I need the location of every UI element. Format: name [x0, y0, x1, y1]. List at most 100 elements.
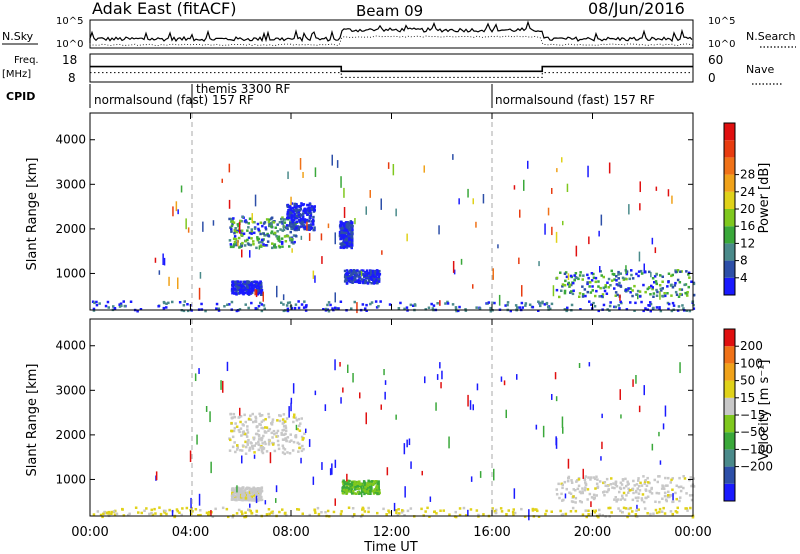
echo-cell: [259, 437, 263, 440]
y-tick-label: 1000: [55, 266, 86, 280]
echo-cell: [671, 273, 674, 277]
echo-cell: [285, 304, 289, 307]
echo-cell: [686, 291, 689, 294]
echo-cell: [567, 273, 570, 280]
echo-cell: [572, 495, 575, 498]
echo-cell: [603, 490, 606, 493]
y-tick-label: 3000: [55, 177, 86, 191]
echo-cell: [622, 506, 626, 510]
echo-cell: [244, 291, 247, 295]
echo-cell: [270, 225, 273, 229]
echo-cell: [542, 425, 545, 438]
echo-cell: [257, 228, 261, 232]
echo-cell: [690, 484, 693, 488]
echo-cell: [273, 231, 277, 235]
echo-cell: [617, 284, 620, 287]
echo-cell: [403, 514, 406, 517]
echo-cell: [118, 305, 122, 308]
echo-cell: [240, 233, 243, 237]
echo-cell: [286, 210, 290, 214]
echo-cell: [613, 287, 616, 290]
echo-cell: [633, 484, 636, 487]
echo-cell: [246, 428, 249, 431]
echo-cell: [375, 486, 378, 490]
echo-cell: [260, 293, 263, 296]
echo-cell: [261, 442, 264, 445]
echo-cell: [520, 301, 524, 305]
echo-cell: [234, 281, 237, 284]
echo-cell: [670, 309, 674, 313]
echo-cell: [336, 160, 339, 168]
echo-cell: [237, 281, 241, 285]
echo-cell: [355, 492, 358, 495]
echo-cell: [342, 226, 346, 229]
echo-cell: [285, 224, 289, 227]
echo-cell: [270, 431, 273, 435]
echo-cell: [687, 273, 690, 276]
echo-cell: [239, 487, 243, 490]
echo-cell: [256, 493, 260, 497]
echo-cell: [280, 433, 283, 436]
freq-trace: [90, 65, 693, 78]
echo-cell: [364, 307, 367, 310]
echo-cell: [608, 304, 612, 308]
echo-cell: [362, 269, 365, 272]
echo-cell: [345, 484, 349, 488]
echo-cell: [259, 301, 262, 305]
echo-cell: [250, 228, 253, 231]
echo-cell: [247, 226, 250, 229]
echo-cell: [664, 405, 667, 417]
echo-cell: [576, 479, 579, 482]
echo-cell: [563, 272, 567, 275]
echo-cell: [615, 485, 619, 488]
echo-cell: [634, 513, 638, 516]
echo-cell: [642, 475, 645, 478]
echo-cell: [637, 492, 641, 495]
echo-cell: [350, 483, 354, 487]
echo-cell: [344, 227, 347, 230]
echo-cell: [250, 282, 254, 286]
echo-cell: [293, 240, 296, 244]
echo-cell: [353, 269, 356, 272]
echo-cell: [644, 307, 647, 310]
echo-cell: [298, 424, 301, 428]
echo-cell: [282, 413, 286, 416]
echo-cell: [250, 499, 253, 502]
echo-cell: [561, 483, 564, 487]
echo-cell: [205, 406, 208, 412]
echo-cell: [671, 512, 674, 516]
echo-cell: [631, 510, 634, 513]
echo-cell: [228, 217, 231, 221]
echo-cell: [316, 506, 320, 510]
echo-cell: [631, 277, 635, 280]
echo-cell: [145, 507, 148, 510]
noise-left-tick-bottom: 10^0: [56, 39, 83, 50]
echo-cell: [581, 513, 585, 516]
echo-cell: [273, 432, 276, 436]
echo-cell: [215, 302, 219, 306]
echo-cell: [387, 509, 390, 512]
echo-cell: [269, 452, 272, 464]
echo-cell: [614, 496, 617, 499]
echo-cell: [251, 412, 254, 416]
echo-cell: [237, 491, 240, 494]
echo-cell: [250, 490, 253, 493]
echo-cell: [392, 164, 395, 176]
colorbar-tick-label: 50: [740, 374, 755, 388]
echo-cell: [361, 487, 363, 498]
echo-cell: [568, 285, 571, 288]
echo-cell: [327, 301, 331, 304]
echo-cell: [630, 273, 633, 277]
echo-cell: [590, 496, 594, 499]
echo-cell: [655, 282, 658, 286]
echo-cell: [360, 278, 363, 281]
echo-cell: [168, 508, 171, 512]
echo-cell: [399, 301, 402, 305]
echo-cell: [207, 513, 210, 516]
echo-cell: [565, 487, 568, 491]
echo-cell: [249, 418, 253, 421]
echo-cell: [370, 480, 374, 483]
echo-cell: [242, 292, 245, 295]
echo-cell: [358, 492, 361, 495]
echo-cell: [347, 275, 351, 279]
